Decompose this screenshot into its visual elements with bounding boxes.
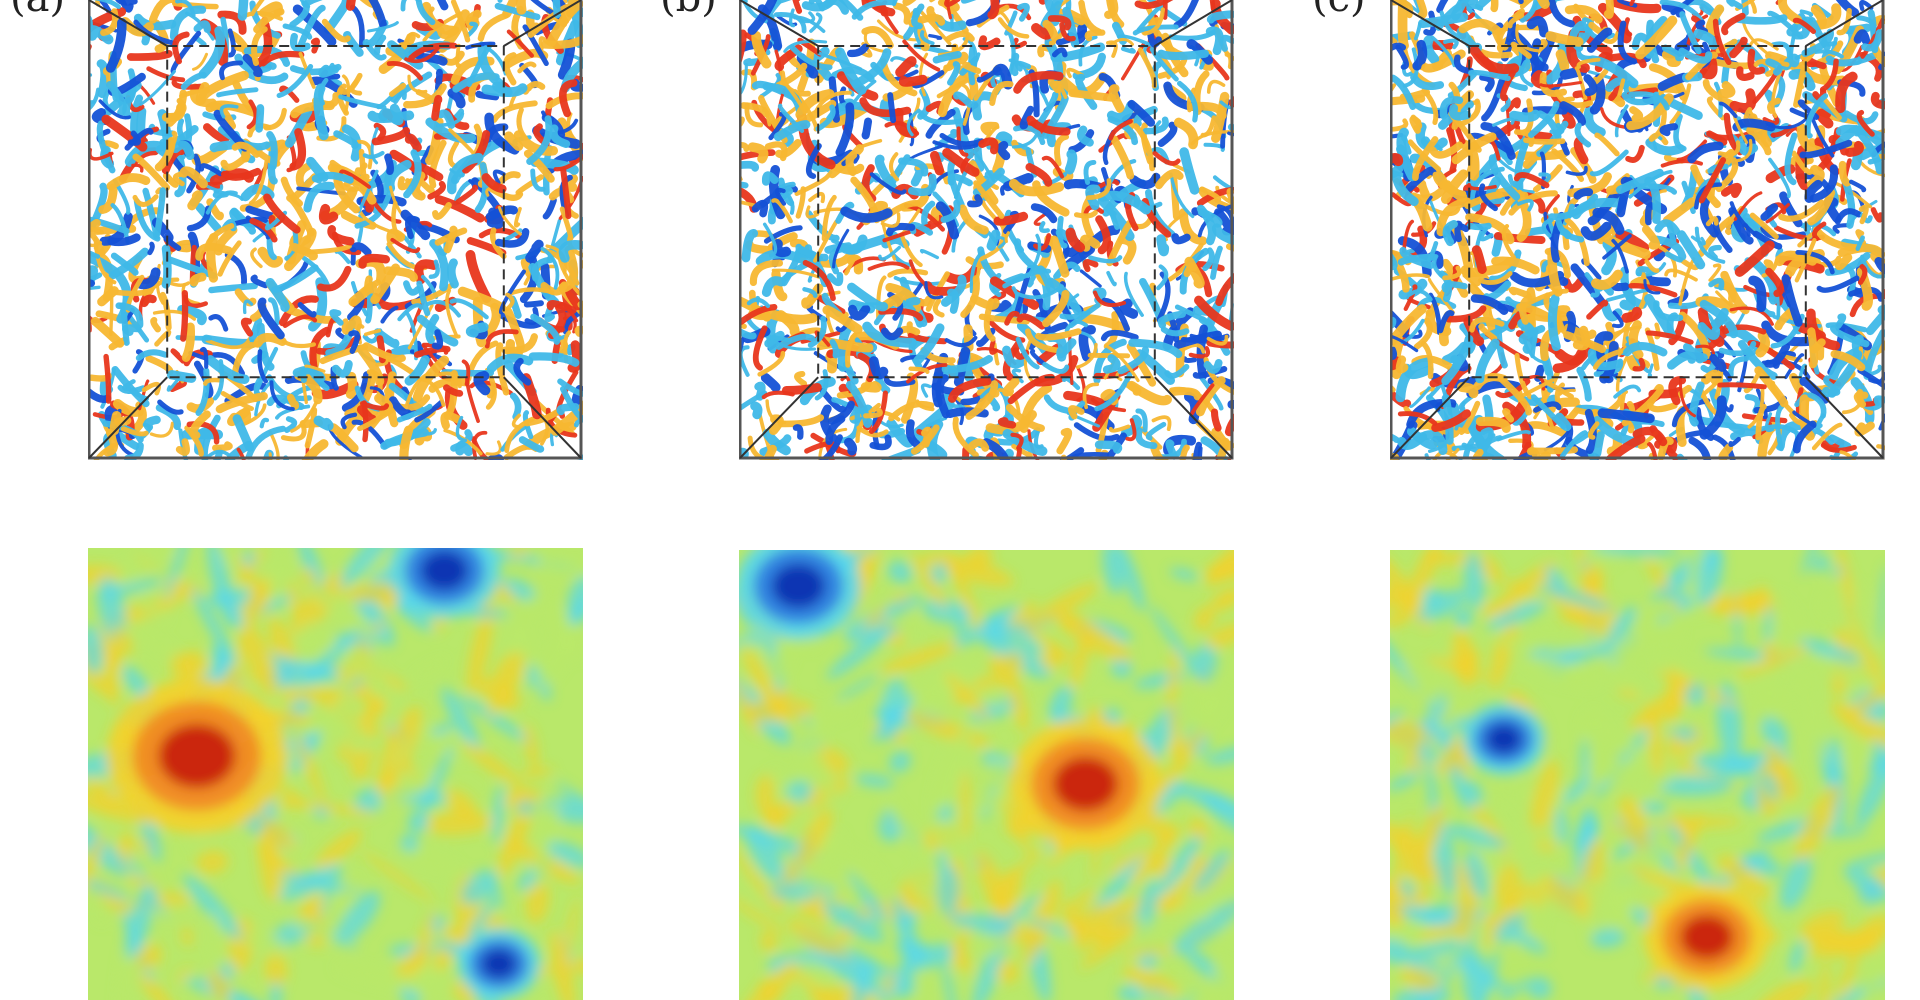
scalar-field-map [1390, 550, 1885, 1000]
scalar-field-map [88, 548, 583, 1000]
vorticity-isosurface-render [88, 0, 583, 460]
panel-label-a: (a) [10, 0, 65, 18]
panel-label-b: (b) [660, 0, 717, 18]
scalar-field-map [739, 550, 1234, 1000]
vorticity-isosurface-render [1390, 0, 1885, 460]
panel-label-c: (c) [1312, 0, 1366, 18]
field-map-panel-a [88, 548, 583, 1000]
vorticity-isosurface-render [739, 0, 1234, 460]
vorticity-panel-c [1390, 0, 1885, 460]
vorticity-panel-b [739, 0, 1234, 460]
field-map-panel-c [1390, 550, 1885, 1000]
field-map-panel-b [739, 550, 1234, 1000]
vorticity-panel-a [88, 0, 583, 460]
